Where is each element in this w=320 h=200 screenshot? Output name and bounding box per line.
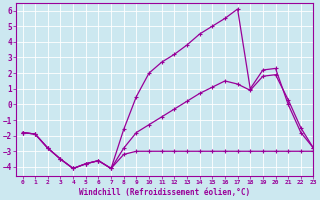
X-axis label: Windchill (Refroidissement éolien,°C): Windchill (Refroidissement éolien,°C)	[79, 188, 250, 197]
